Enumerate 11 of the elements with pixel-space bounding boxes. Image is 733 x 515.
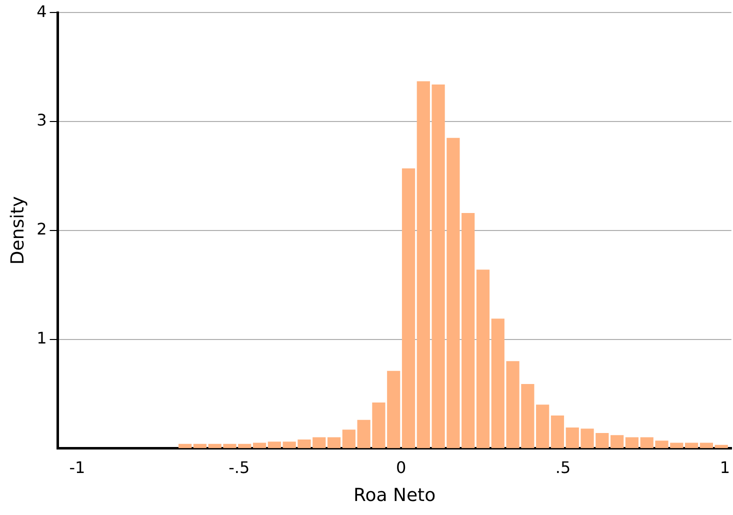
y-tick-label: 2 [36,220,47,239]
x-axis-title: Roa Neto [354,484,436,506]
y-axis-title: Density [7,196,28,265]
x-tick-label: -1 [69,458,86,477]
y-tick-label: 3 [36,110,47,130]
x-tick-label: 0 [396,458,406,477]
x-tick-label: -.5 [228,458,250,477]
y-tick-label: 1 [36,328,47,348]
x-tick-label: .5 [555,458,571,477]
y-tick-label: 4 [36,2,47,21]
x-tick-label: 1 [720,458,730,477]
